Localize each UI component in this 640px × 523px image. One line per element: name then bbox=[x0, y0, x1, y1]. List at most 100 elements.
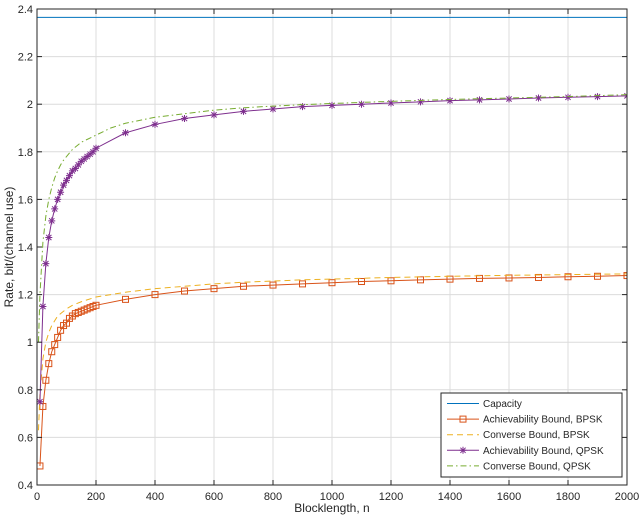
data-point bbox=[122, 295, 129, 303]
data-point bbox=[122, 129, 129, 137]
data-point bbox=[89, 148, 97, 156]
data-point bbox=[210, 285, 218, 293]
data-point bbox=[48, 217, 56, 225]
x-tick-label: 1200 bbox=[379, 491, 403, 503]
data-point bbox=[86, 150, 94, 158]
data-point bbox=[181, 287, 188, 295]
data-point bbox=[71, 164, 79, 172]
data-point bbox=[57, 188, 65, 196]
legend-item: Achievability Bound, QPSK bbox=[447, 446, 604, 457]
data-point bbox=[240, 107, 247, 115]
y-tick-label: 0.8 bbox=[18, 385, 33, 397]
y-tick-label: 1.2 bbox=[18, 290, 33, 302]
data-point bbox=[37, 462, 44, 470]
data-point bbox=[37, 398, 44, 406]
x-tick-label: 2000 bbox=[615, 491, 639, 503]
data-point bbox=[65, 172, 73, 180]
y-tick-label: 1 bbox=[27, 337, 33, 349]
data-point bbox=[48, 348, 56, 356]
data-point bbox=[51, 341, 59, 349]
ticks bbox=[36, 8, 628, 486]
data-point bbox=[80, 155, 88, 163]
legend-label: Converse Bound, QPSK bbox=[483, 461, 591, 472]
series-3 bbox=[37, 92, 627, 406]
data-point bbox=[387, 99, 395, 107]
data-point bbox=[564, 273, 572, 281]
data-point bbox=[181, 114, 188, 122]
data-point bbox=[358, 278, 365, 286]
x-axis-label: Blocklength, n bbox=[294, 501, 369, 515]
data-point bbox=[564, 93, 572, 101]
y-tick-label: 1.8 bbox=[18, 147, 33, 159]
data-point bbox=[387, 277, 395, 285]
x-tick-label: 800 bbox=[264, 491, 282, 503]
data-point bbox=[535, 273, 542, 281]
y-tick-label: 2 bbox=[27, 99, 33, 111]
data-point bbox=[77, 157, 85, 165]
data-point bbox=[92, 301, 100, 309]
data-point bbox=[269, 281, 277, 289]
legend-label: Achievability Bound, BPSK bbox=[483, 415, 603, 426]
y-tick-label: 1.4 bbox=[18, 242, 33, 254]
series-2 bbox=[37, 273, 627, 431]
data-point bbox=[623, 272, 627, 280]
y-tick-label: 2.2 bbox=[18, 52, 33, 64]
x-tick-label: 1000 bbox=[320, 491, 344, 503]
data-point bbox=[45, 233, 53, 241]
x-tick-label: 400 bbox=[146, 491, 164, 503]
data-point bbox=[299, 103, 306, 111]
y-tick-label: 0.6 bbox=[18, 432, 33, 444]
series-1 bbox=[37, 272, 627, 470]
data-point bbox=[151, 120, 159, 128]
legend-item: Converse Bound, QPSK bbox=[447, 461, 591, 472]
x-tick-label: 1800 bbox=[556, 491, 580, 503]
data-point bbox=[68, 167, 76, 175]
series-line bbox=[37, 273, 627, 431]
legend-item: Achievability Bound, BPSK bbox=[447, 415, 603, 426]
y-tick-label: 0.4 bbox=[18, 480, 33, 492]
legend-label: Achievability Bound, QPSK bbox=[483, 446, 604, 457]
data-point bbox=[505, 95, 513, 103]
data-point bbox=[42, 260, 50, 268]
legend-label: Capacity bbox=[483, 399, 522, 410]
data-point bbox=[446, 97, 454, 105]
data-point bbox=[74, 161, 82, 169]
data-point bbox=[328, 279, 336, 287]
data-point bbox=[60, 181, 68, 189]
data-point bbox=[535, 94, 542, 102]
data-point bbox=[417, 98, 424, 106]
x-tick-label: 0 bbox=[34, 491, 40, 503]
x-tick-label: 1600 bbox=[497, 491, 521, 503]
data-point bbox=[39, 303, 47, 310]
data-point bbox=[269, 105, 277, 113]
x-tick-label: 600 bbox=[205, 491, 223, 503]
data-point bbox=[210, 111, 218, 119]
series-line bbox=[37, 94, 627, 343]
x-tick-label: 200 bbox=[87, 491, 105, 503]
data-point bbox=[45, 360, 53, 368]
data-point bbox=[299, 280, 306, 288]
x-tick-label: 1400 bbox=[438, 491, 462, 503]
data-point bbox=[594, 272, 601, 280]
series-group bbox=[37, 16, 627, 470]
data-point bbox=[417, 276, 424, 284]
data-point bbox=[63, 176, 70, 184]
legend-item: Capacity bbox=[447, 399, 522, 410]
y-tick-label: 1.6 bbox=[18, 194, 33, 206]
data-point bbox=[42, 376, 50, 384]
data-point bbox=[151, 291, 159, 299]
data-point bbox=[51, 205, 59, 213]
data-point bbox=[83, 153, 91, 161]
legend-marker bbox=[459, 446, 467, 454]
series-line bbox=[39, 275, 627, 466]
series-4 bbox=[37, 94, 627, 343]
data-point bbox=[54, 195, 62, 203]
data-point bbox=[358, 100, 365, 108]
data-point bbox=[328, 101, 336, 109]
data-point bbox=[92, 144, 100, 152]
legend-item: Converse Bound, BPSK bbox=[447, 430, 590, 441]
y-tick-label: 2.4 bbox=[18, 4, 33, 16]
legend-label: Converse Bound, BPSK bbox=[483, 430, 590, 441]
